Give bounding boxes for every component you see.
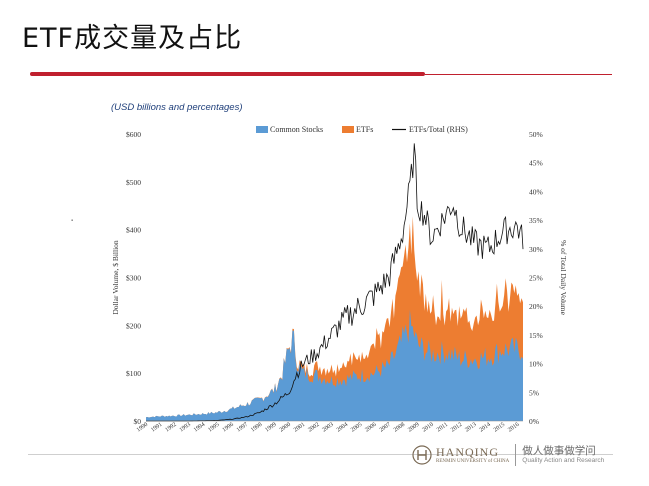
y2-axis-title: % of Total Daily Volume: [559, 240, 568, 316]
legend-swatch-common-stocks: [256, 126, 268, 133]
x-tick-label: 1992: [164, 422, 177, 434]
title-divider: [30, 72, 425, 76]
side-mark: ▪: [71, 218, 74, 224]
logo-motto-cn: 做人做事做学问: [522, 445, 596, 457]
x-tick-label: 2007: [379, 422, 392, 434]
x-tick-label: 1990: [136, 422, 149, 434]
y2-tick-label: 5%: [529, 388, 539, 397]
x-tick-label: 1991: [150, 422, 163, 434]
x-tick-label: 2004: [336, 422, 349, 434]
logo-tagline: RENMIN UNIVERSITY of CHINA: [436, 458, 510, 464]
y2-tick-label: 0%: [529, 417, 539, 426]
y-tick-label: $500: [126, 178, 141, 187]
x-tick-label: 2015: [493, 422, 506, 434]
x-tick-label: 2009: [407, 422, 420, 434]
legend-swatch-etfs: [342, 126, 354, 133]
y2-tick-label: 40%: [529, 187, 543, 196]
hanqing-logo-icon: [412, 445, 432, 465]
y-tick-label: $300: [126, 274, 141, 283]
logo-name: HANQING: [436, 444, 499, 459]
x-tick-label: 2010: [421, 422, 434, 434]
x-tick-label: 2005: [350, 422, 363, 434]
legend-label-etfs: ETFs: [356, 125, 373, 134]
x-tick-label: 2016: [507, 422, 520, 434]
y2-tick-label: 45%: [529, 159, 543, 168]
etfs-total-line: [146, 143, 524, 422]
y2-tick-label: 35%: [529, 216, 543, 225]
y2-tick-label: 25%: [529, 274, 543, 283]
legend-label-etfs-total: ETFs/Total (RHS): [409, 125, 468, 134]
y-tick-label: $100: [126, 369, 141, 378]
logo-separator: [515, 444, 517, 466]
logo-motto-en: Quality Action and Research: [522, 457, 605, 464]
x-tick-label: 1998: [250, 422, 263, 434]
x-tick-label: 2008: [393, 422, 406, 434]
x-tick-label: 1993: [179, 422, 192, 434]
x-tick-label: 1994: [193, 422, 206, 434]
chart-subtitle: (USD billions and percentages): [111, 102, 243, 113]
y-tick-label: $0: [134, 417, 142, 426]
x-tick-label: 2013: [464, 422, 477, 434]
x-tick-label: 2012: [450, 422, 463, 434]
y-tick-label: $600: [126, 130, 141, 139]
x-tick-label: 1999: [264, 422, 277, 434]
y-axis-title: Dollar Volume, $ Billion: [111, 240, 120, 315]
x-tick-label: 2011: [436, 422, 449, 434]
footer-logo: HANQING RENMIN UNIVERSITY of CHINA 做人做事做…: [412, 443, 604, 467]
x-tick-label: 1996: [222, 422, 235, 434]
x-tick-label: 2014: [479, 422, 492, 434]
footer-divider: [28, 454, 613, 455]
y2-tick-label: 10%: [529, 360, 543, 369]
x-tick-label: 2001: [293, 422, 306, 434]
x-tick-label: 2002: [307, 422, 320, 434]
x-tick-label: 2006: [364, 422, 377, 434]
y2-tick-label: 30%: [529, 245, 543, 254]
y-tick-label: $200: [126, 321, 141, 330]
slide-title: ETF成交量及占比: [22, 23, 243, 54]
x-tick-label: 2000: [279, 422, 292, 434]
x-tick-label: 2003: [321, 422, 334, 434]
etf-volume-chart: $0 $100 $200 $300 $400 $500 $600 0% 5% 10% 15% 20% 2…: [111, 125, 568, 434]
y2-tick-label: 20%: [529, 302, 543, 311]
legend-label-common-stocks: Common Stocks: [270, 125, 323, 134]
y2-tick-label: 15%: [529, 331, 543, 340]
title-divider-thin: [425, 73, 612, 75]
y2-tick-label: 50%: [529, 130, 543, 139]
common-stocks-area: [146, 309, 523, 421]
x-tick-label: 1995: [207, 422, 220, 434]
y-tick-label: $400: [126, 226, 141, 235]
x-tick-label: 1997: [236, 422, 249, 434]
